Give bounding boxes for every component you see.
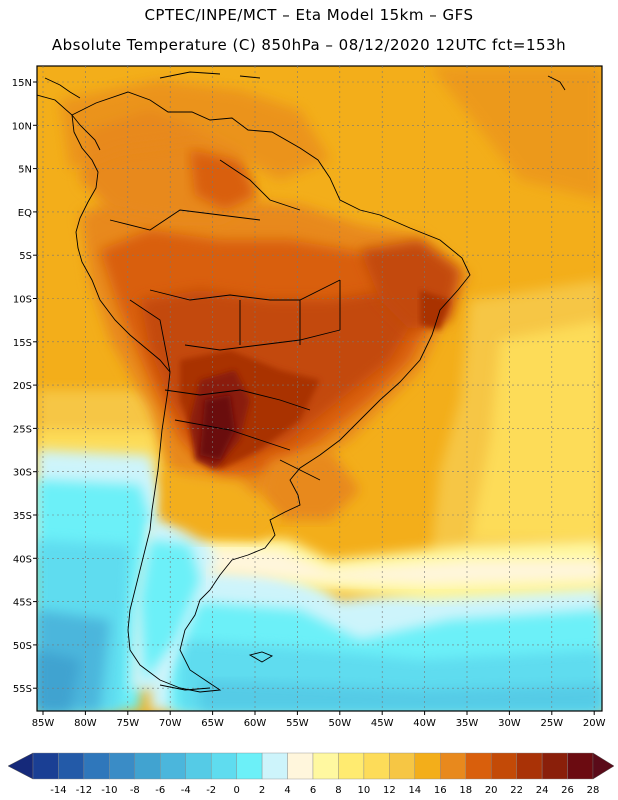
lat-label: 15N <box>12 78 32 89</box>
colorbar-swatch <box>210 752 237 780</box>
lat-label: 5N <box>18 165 32 176</box>
colorbar-label: 16 <box>434 785 447 796</box>
colorbar-label: 24 <box>536 785 549 796</box>
lon-label: 80W <box>74 718 97 729</box>
lat-label: 10S <box>13 295 32 306</box>
colorbar-label: 26 <box>561 785 574 796</box>
colorbar-swatch <box>236 752 263 780</box>
map-frame <box>36 65 603 712</box>
colorbar-label: 14 <box>408 785 421 796</box>
colorbar-label: 20 <box>485 785 498 796</box>
colorbar-label: 10 <box>358 785 371 796</box>
lon-label: 60W <box>244 718 267 729</box>
coastlines <box>37 71 566 693</box>
colorbar-label: 18 <box>459 785 472 796</box>
colorbar-label: 2 <box>259 785 265 796</box>
colorbar-low-arrow <box>7 752 34 780</box>
lon-label: 55W <box>286 718 309 729</box>
colorbar-label: 6 <box>310 785 316 796</box>
colorbar-label: 12 <box>383 785 396 796</box>
chart-subtitle: Absolute Temperature (C) 850hPa – 08/12/… <box>51 36 567 54</box>
graticule <box>37 66 602 711</box>
lat-label: 45S <box>13 598 32 609</box>
lat-label: 20S <box>13 381 32 392</box>
colorbar-label: -10 <box>101 785 117 796</box>
lat-label: 55S <box>13 684 32 695</box>
colorbar-swatch <box>134 752 161 780</box>
colorbar-swatch <box>185 752 212 780</box>
colorbar-swatch <box>440 752 466 780</box>
colorbar: -14 -12 -10 -8 -6 -4 -2 0 2 4 6 8 10 12 14 16 18 20 22 24 26… <box>7 752 615 796</box>
colorbar-swatch <box>389 752 416 780</box>
lon-label: 30W <box>498 718 521 729</box>
lat-label: 40S <box>13 554 32 565</box>
lon-label: 75W <box>116 718 139 729</box>
colorbar-high-arrow <box>592 752 615 780</box>
colorbar-swatch <box>465 752 492 780</box>
lon-label: 40W <box>413 718 436 729</box>
colorbar-label: -4 <box>181 785 191 796</box>
colorbar-swatch <box>363 752 390 780</box>
colorbar-label: 8 <box>335 785 341 796</box>
lat-label: 35S <box>13 511 32 522</box>
colorbar-swatch <box>567 752 594 780</box>
lat-label: 30S <box>13 468 32 479</box>
lat-label: 15S <box>13 338 32 349</box>
lat-label: 50S <box>13 641 32 652</box>
colorbar-swatch <box>490 752 517 780</box>
colorbar-label: 22 <box>510 785 523 796</box>
colorbar-label: 0 <box>233 785 239 796</box>
colorbar-label: 4 <box>284 785 290 796</box>
colorbar-swatch <box>338 752 365 780</box>
temperature-field <box>37 66 602 711</box>
lat-label: 5S <box>19 251 32 262</box>
colorbar-swatch <box>516 752 543 780</box>
lat-label: 25S <box>13 424 32 435</box>
latitude-axis: 15N 10N 5N EQ 5S 10S 15S 20S 25S 30S 35S 40S 45S 50S 5… <box>12 78 37 695</box>
colorbar-label: -14 <box>50 785 66 796</box>
colorbar-label: -8 <box>130 785 140 796</box>
colorbar-label: 28 <box>587 785 600 796</box>
colorbar-swatch <box>58 752 85 780</box>
colorbar-label: -12 <box>76 785 92 796</box>
colorbar-label: -2 <box>206 785 216 796</box>
lon-label: 65W <box>201 718 224 729</box>
colorbar-label: -6 <box>155 785 165 796</box>
lat-label: 10N <box>12 121 32 132</box>
colorbar-swatch <box>83 752 110 780</box>
colorbar-swatch <box>261 752 288 780</box>
colorbar-swatch <box>109 752 136 780</box>
lon-label: 85W <box>32 718 55 729</box>
longitude-axis: 85W 80W 75W 70W 65W 60W 55W 50W 45W 40W 35W 30W 25W 2… <box>32 711 606 729</box>
lon-label: 35W <box>456 718 479 729</box>
colorbar-swatch <box>32 752 59 780</box>
chart-title: CPTEC/INPE/MCT – Eta Model 15km – GFS <box>144 6 474 24</box>
colorbar-swatch <box>541 752 568 780</box>
lon-label: 45W <box>371 718 394 729</box>
colorbar-swatch <box>414 752 441 780</box>
colorbar-swatch <box>312 752 339 780</box>
lon-label: 70W <box>159 718 182 729</box>
lon-label: 25W <box>540 718 563 729</box>
lon-label: 20W <box>583 718 606 729</box>
colorbar-swatch <box>287 752 314 780</box>
lon-label: 50W <box>328 718 351 729</box>
colorbar-swatch <box>160 752 186 780</box>
lat-label: EQ <box>18 208 32 219</box>
